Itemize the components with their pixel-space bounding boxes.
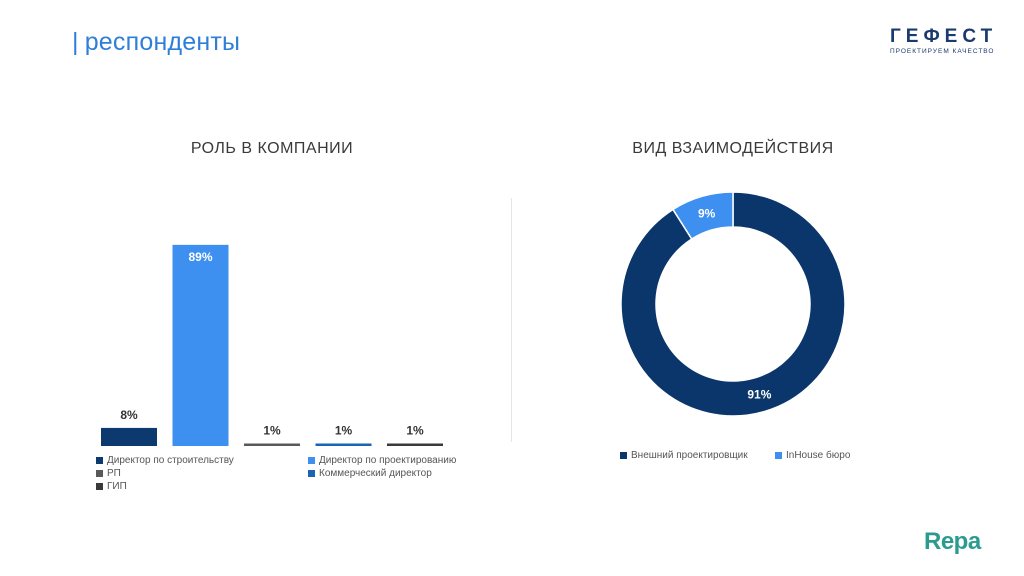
legend-label: РП [107, 468, 121, 479]
bar-legend-item: Директор по строительству [96, 455, 234, 466]
legend-label: ГИП [107, 481, 127, 492]
logo-wordmark: ГЕФЕСТ [890, 26, 998, 47]
bar-3 [244, 443, 300, 446]
legend-label: Коммерческий директор [319, 468, 432, 479]
legend-swatch [775, 452, 782, 459]
legend-swatch [96, 457, 103, 464]
title-accent-bar: | [72, 28, 79, 56]
legend-swatch [308, 457, 315, 464]
donut-slice-2 [671, 191, 734, 241]
bar-3-label: 1% [263, 424, 281, 438]
gefest-logo: ГЕФЕСТ ПРОЕКТИРУЕМ КАЧЕСТВО [890, 26, 1000, 60]
bar-2 [172, 244, 229, 446]
slide-title: | респонденты [72, 28, 240, 57]
legend-swatch [620, 452, 627, 459]
legend-swatch [96, 470, 103, 477]
bar-5-label: 1% [406, 424, 424, 438]
interaction-donut-chart: 91% 9% [620, 191, 846, 417]
slide-title-text: респонденты [84, 28, 241, 56]
bar-5 [387, 443, 443, 446]
repa-logo: Repa [924, 528, 981, 555]
donut-slice-1-label: 91% [747, 388, 771, 402]
legend-label: Директор по строительству [107, 455, 234, 466]
bar-4-label: 1% [335, 424, 353, 438]
logo-tagline: ПРОЕКТИРУЕМ КАЧЕСТВО [890, 48, 995, 55]
chart-divider [511, 198, 512, 442]
bar-legend-item: РП [96, 468, 121, 479]
legend-label: Внешний проектировщик [631, 450, 748, 461]
bar-chart-title: РОЛЬ В КОМПАНИИ [190, 140, 354, 157]
bar-1-label: 8% [120, 408, 138, 422]
legend-label: InHouse бюро [786, 450, 851, 461]
donut-legend-item: Внешний проектировщик [620, 450, 748, 461]
bar-legend-item: Директор по проектированию [308, 455, 456, 466]
donut-chart-title: ВИД ВЗАИМОДЕЙСТВИЯ [632, 140, 834, 157]
donut-chart-legend: Внешний проектировщик InHouse бюро [620, 450, 920, 466]
role-bar-chart: 8% 89% 1% 1% 1% [101, 244, 443, 446]
bar-4 [315, 443, 372, 446]
bar-2-label: 89% [188, 250, 212, 264]
legend-swatch [308, 470, 315, 477]
donut-slice-2-label: 9% [698, 206, 716, 220]
donut-legend-item: InHouse бюро [775, 450, 850, 461]
legend-swatch [96, 483, 103, 490]
bar-legend-item: Коммерческий директор [308, 468, 432, 479]
bar-1 [101, 427, 157, 446]
bar-chart-legend: Директор по строительству Директор по про… [96, 455, 496, 495]
donut-slice-1 [620, 191, 846, 417]
legend-label: Директор по проектированию [319, 455, 457, 466]
bar-legend-item: ГИП [96, 481, 127, 492]
